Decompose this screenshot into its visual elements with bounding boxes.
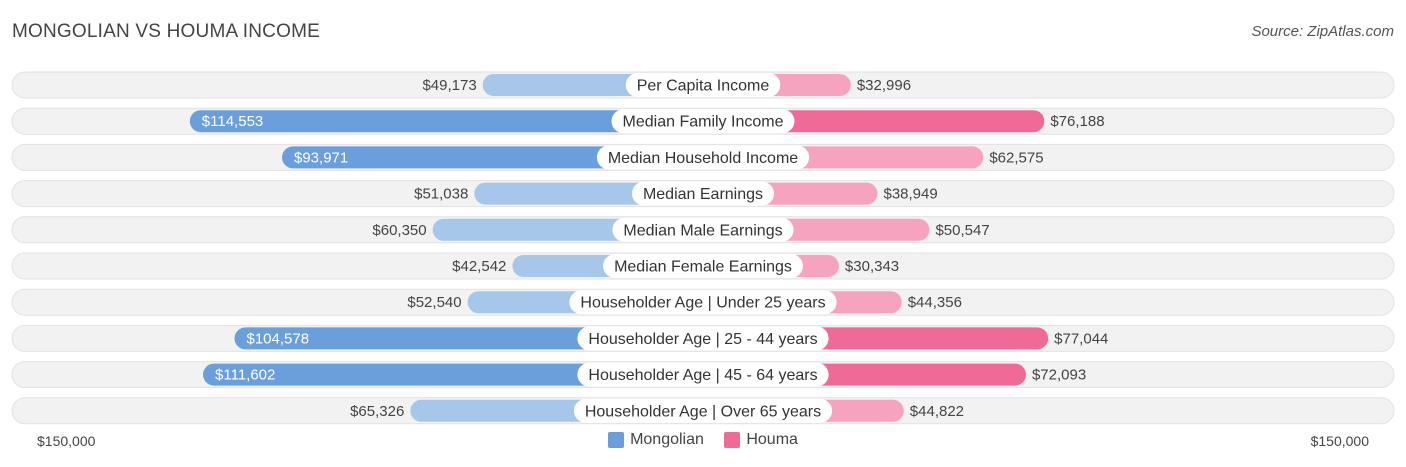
value-label-houma-per-capita-income: $32,996 [857, 77, 911, 94]
source-credit: Source: ZipAtlas.com [1251, 23, 1394, 40]
value-label-houma-median-female-earnings: $30,343 [845, 258, 899, 275]
mongolian-swatch [608, 432, 625, 448]
value-label-mongolian-median-male-earnings: $60,350 [372, 222, 426, 239]
category-label-householder-age-25-44-years: Householder Age | 25 - 44 years [588, 331, 817, 348]
category-label-householder-age-45-64-years: Householder Age | 45 - 64 years [588, 367, 817, 384]
chart-title: MONGOLIAN VS HOUMA INCOME [12, 21, 320, 42]
category-pill-median-earnings [631, 181, 775, 206]
value-label-houma-householder-age-45-64-years: $72,093 [1032, 367, 1086, 384]
category-pill-householder-age-over-65-years [573, 398, 833, 423]
category-label-median-family-income: Median Family Income [623, 114, 784, 131]
category-label-median-earnings: Median Earnings [643, 186, 763, 203]
category-label-median-male-earnings: Median Male Earnings [623, 222, 782, 239]
legend-item-mongolian: Mongolian [608, 431, 704, 449]
value-label-houma-median-family-income: $76,188 [1050, 113, 1104, 130]
category-label-householder-age-over-65-years: Householder Age | Over 65 years [585, 403, 821, 420]
category-label-median-female-earnings: Median Female Earnings [614, 259, 792, 276]
value-label-houma-householder-age-under-25-years: $44,356 [908, 294, 962, 311]
value-label-mongolian-householder-age-over-65-years: $65,326 [350, 403, 404, 420]
category-pill-median-family-income [611, 109, 795, 134]
value-label-houma-householder-age-over-65-years: $44,822 [910, 403, 964, 420]
houma-swatch [724, 432, 741, 448]
category-pill-householder-age-45-64-years [577, 362, 829, 387]
category-label-per-capita-income: Per Capita Income [637, 78, 770, 95]
bar-mongolian-median-household-income [282, 146, 703, 169]
value-label-houma-median-male-earnings: $50,547 [935, 222, 989, 239]
value-label-mongolian-householder-age-25-44-years: $104,578 [246, 330, 309, 347]
value-label-mongolian-per-capita-income: $49,173 [422, 77, 476, 94]
bar-mongolian-householder-age-45-64-years [203, 363, 703, 386]
right-axis-max-label: $150,000 [1310, 433, 1369, 449]
category-label-householder-age-under-25-years: Householder Age | Under 25 years [580, 295, 825, 312]
value-label-mongolian-householder-age-45-64-years: $111,602 [215, 367, 275, 384]
category-pill-householder-age-under-25-years [569, 290, 837, 315]
legend-item-houma: Houma [724, 431, 798, 449]
value-label-houma-householder-age-25-44-years: $77,044 [1054, 330, 1108, 347]
value-label-mongolian-median-earnings: $51,038 [414, 186, 468, 203]
value-label-mongolian-median-household-income: $93,971 [294, 149, 348, 166]
category-pill-median-household-income [596, 145, 810, 170]
value-label-mongolian-median-female-earnings: $42,542 [452, 258, 506, 275]
category-label-median-household-income: Median Household Income [608, 150, 798, 167]
legend-label-mongolian: Mongolian [630, 431, 704, 448]
category-pill-median-female-earnings [603, 254, 803, 278]
legend: Mongolian Houma [0, 431, 1406, 453]
left-axis-max-label: $150,000 [37, 433, 96, 449]
bar-mongolian-median-family-income [189, 110, 704, 133]
legend-label-houma: Houma [746, 431, 798, 448]
category-pill-median-male-earnings [612, 217, 794, 242]
value-label-houma-median-household-income: $62,575 [989, 149, 1043, 166]
value-label-mongolian-householder-age-under-25-years: $52,540 [407, 294, 461, 311]
category-pill-per-capita-income [625, 73, 781, 97]
value-label-houma-median-earnings: $38,949 [883, 186, 937, 203]
value-label-mongolian-median-family-income: $114,553 [202, 113, 263, 130]
category-pill-householder-age-25-44-years [577, 326, 829, 351]
